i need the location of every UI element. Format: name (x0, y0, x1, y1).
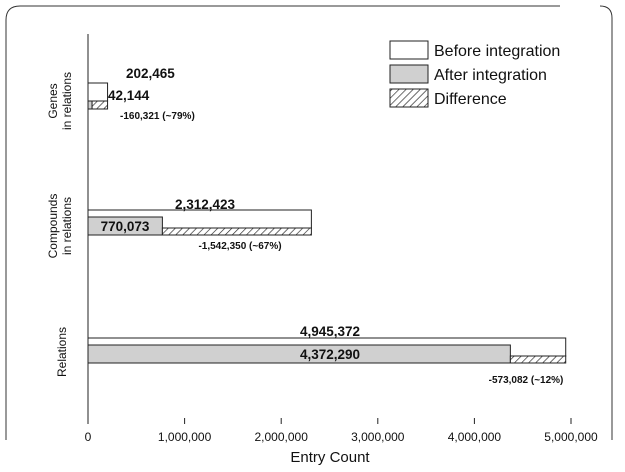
x-tick-label: 2,000,000 (255, 430, 309, 444)
x-tick-label: 4,000,000 (448, 430, 502, 444)
legend-label-before: Before integration (434, 43, 560, 60)
value-label-after-relations: 4,372,290 (300, 347, 360, 362)
legend: Before integration After integration Dif… (389, 40, 560, 108)
value-label-difference-genes: -160,321 (~79%) (120, 111, 195, 122)
value-label-difference-compounds: -1,542,350 (~67%) (198, 241, 281, 252)
legend-swatch-difference (389, 88, 429, 108)
x-ticks-layer: 0 1,000,000 2,000,000 3,000,000 4,000,000 5,0… (85, 418, 598, 444)
legend-swatch-before (389, 40, 429, 60)
x-axis-title: Entry Count (290, 449, 370, 466)
value-label-before-compounds: 2,312,423 (175, 197, 236, 212)
value-label-after-compounds: 770,073 (101, 219, 150, 234)
category-labels-layer: Genesin relations Compoundsin relations Re… (46, 72, 74, 377)
category-label-compounds: Compoundsin relations (46, 194, 74, 259)
bar-after-relations (87, 344, 511, 364)
frame-top-left (5, 5, 560, 440)
x-tick-label: 3,000,000 (351, 430, 405, 444)
bar-difference-compounds (161, 227, 312, 236)
bar-after-genes (87, 100, 93, 110)
value-label-after-genes: 42,144 (108, 88, 150, 103)
category-label-genes: Genesin relations (46, 72, 74, 130)
x-tick-label: 1,000,000 (158, 430, 212, 444)
bar-difference-relations (509, 355, 567, 364)
x-tick-label: 5,000,000 (544, 430, 598, 444)
value-labels-layer: 202,465 42,144 -160,321 (~79%) 2,312,423 770… (101, 66, 564, 386)
bar-difference-genes (91, 100, 109, 110)
category-label-relations: Relations (55, 327, 69, 377)
legend-label-after: After integration (434, 67, 547, 84)
value-label-before-genes: 202,465 (126, 66, 175, 81)
x-tick-label: 0 (85, 430, 92, 444)
bars-layer (87, 82, 567, 364)
bar-after-compounds (87, 216, 163, 236)
value-label-difference-relations: -573,082 (~12%) (489, 375, 564, 386)
bar-before-genes (87, 82, 109, 102)
frame-top-right (599, 5, 613, 440)
legend-label-difference: Difference (434, 91, 507, 108)
value-label-before-relations: 4,945,372 (300, 324, 360, 339)
legend-swatch-after (389, 64, 429, 84)
